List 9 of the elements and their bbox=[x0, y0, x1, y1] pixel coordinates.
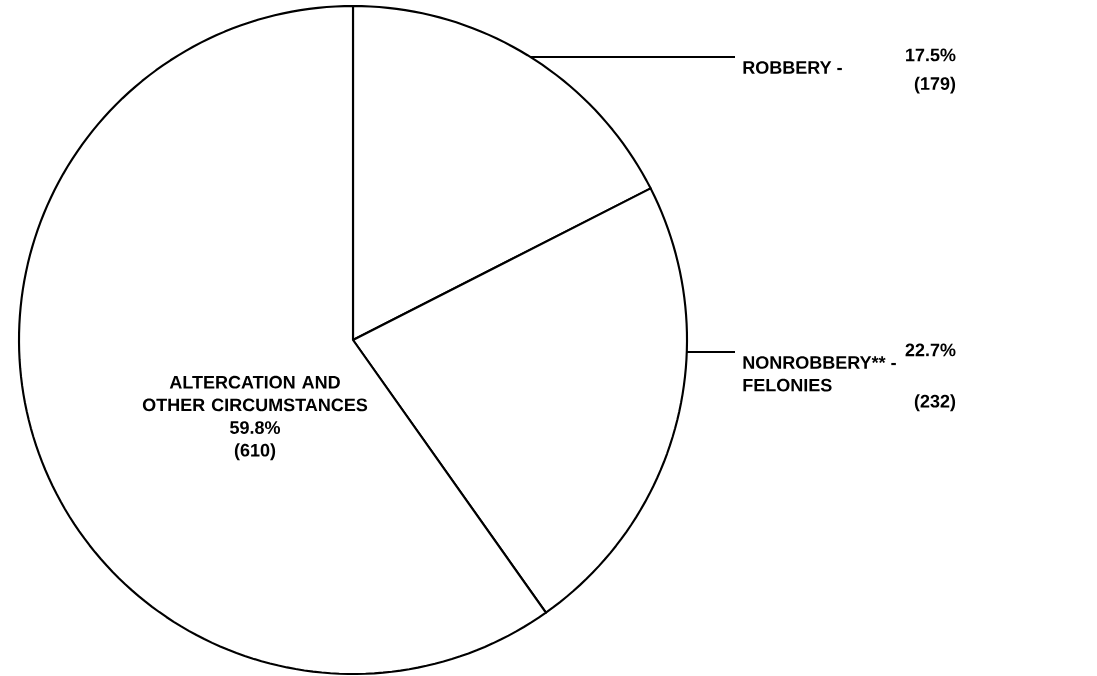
data-label: 17.5% bbox=[906, 48, 956, 62]
text: (179) bbox=[914, 76, 956, 94]
data-label: 59.8% bbox=[230, 421, 281, 434]
text: (232) bbox=[914, 394, 956, 412]
slice-label: ALTERCATION AND OTHER CIRCUMSTANCES bbox=[142, 375, 368, 412]
data-label: 22.7% bbox=[905, 343, 956, 357]
text: (610) bbox=[234, 443, 276, 461]
slice-label: ROBBERY - bbox=[743, 61, 842, 74]
slice-label: NONROBBERY** - FELONIES bbox=[743, 356, 896, 392]
